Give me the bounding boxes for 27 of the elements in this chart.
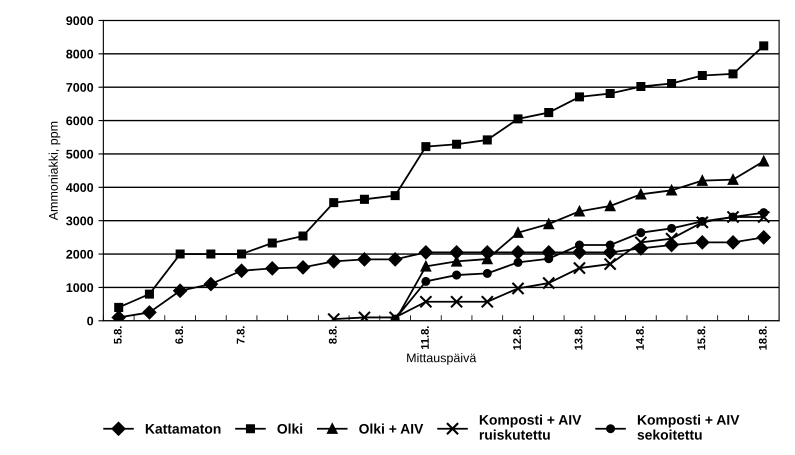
y-tick-label: 9000 bbox=[66, 16, 94, 26]
legend-label: Olki bbox=[277, 424, 302, 434]
x-tick-label: 8.8. bbox=[328, 326, 337, 344]
y-tick-label: 4000 bbox=[66, 183, 94, 192]
x-tick-label: 18.8. bbox=[758, 326, 767, 350]
x-tick-label: 15.8. bbox=[697, 326, 706, 350]
x-axis-title: Mittauspäivä bbox=[407, 353, 476, 365]
x-tick-label: 6.8. bbox=[175, 326, 184, 344]
y-tick-label: 7000 bbox=[66, 83, 94, 92]
y-tick-label: 2000 bbox=[66, 250, 94, 259]
x-tick-label: 5.8. bbox=[114, 326, 122, 344]
y-tick-label: 5000 bbox=[66, 150, 94, 159]
y-tick-label: 0 bbox=[87, 316, 94, 326]
y-tick-label: 8000 bbox=[66, 50, 94, 58]
x-tick-label: 14.8. bbox=[636, 326, 644, 350]
x-tick-label: 13.8. bbox=[574, 326, 582, 350]
legend-label: Olki + AIV bbox=[359, 424, 424, 434]
legend-label: Komposti + AIV sekoitettu bbox=[637, 414, 740, 440]
legend-label: Komposti + AIV ruiskutettu bbox=[480, 414, 582, 440]
y-axis-title: Ammoniakki, ppm bbox=[48, 122, 60, 220]
y-tick-label: 1000 bbox=[66, 283, 94, 292]
x-tick-label: 12.8. bbox=[513, 326, 521, 350]
x-tick-label: 11.8. bbox=[420, 326, 429, 350]
y-tick-label: 3000 bbox=[66, 216, 94, 226]
x-tick-label: 7.8. bbox=[236, 326, 245, 344]
y-tick-label: 6000 bbox=[66, 116, 94, 126]
legend-label: Kattamaton bbox=[146, 424, 220, 434]
